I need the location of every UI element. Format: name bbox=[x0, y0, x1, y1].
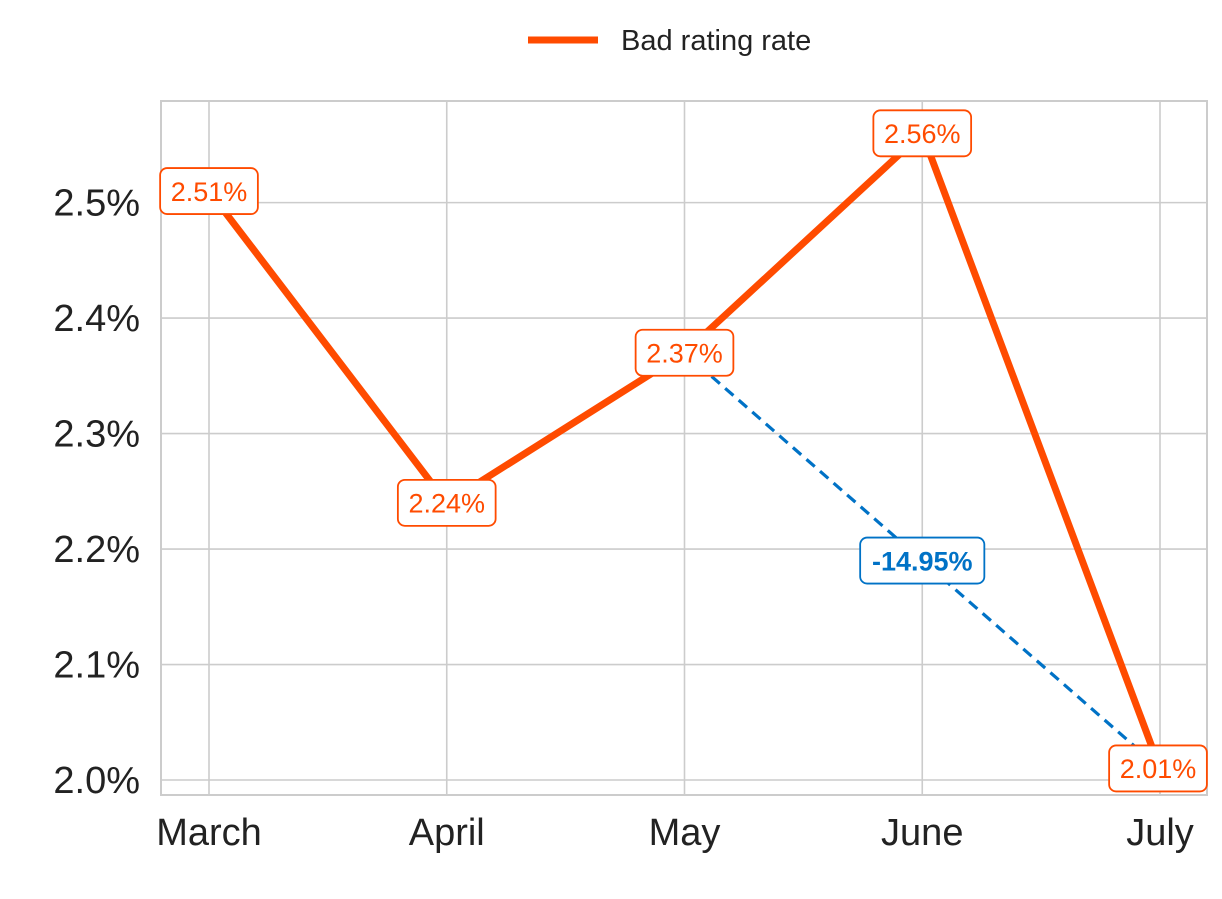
y-tick-label: 2.5% bbox=[53, 183, 140, 225]
x-tick-label: March bbox=[156, 812, 262, 854]
data-label-box bbox=[396, 478, 497, 527]
data-label-box bbox=[634, 328, 735, 377]
x-tick-label: April bbox=[409, 812, 485, 854]
data-label: 2.56% bbox=[872, 109, 973, 158]
data-label-text: 2.51% bbox=[171, 177, 248, 207]
data-label-text: 2.01% bbox=[1120, 754, 1197, 784]
data-label-box bbox=[1108, 744, 1208, 793]
legend: Bad rating rate bbox=[528, 25, 811, 57]
data-label: 2.51% bbox=[159, 167, 259, 215]
data-label-layer: 2.51% 2.24% 2.37% 2.56% 2.01% -14.95% bbox=[159, 109, 1208, 793]
axis-labels: March April May June July 2.0% 2.1% 2.2% 2.3% 2.4… bbox=[53, 183, 1193, 854]
y-tick-label: 2.1% bbox=[53, 645, 140, 687]
grid-layer bbox=[161, 101, 1207, 795]
data-label-text: 2.37% bbox=[646, 338, 723, 368]
data-label-text: 2.24% bbox=[408, 489, 485, 519]
data-label-box bbox=[872, 109, 973, 158]
y-tick-label: 2.3% bbox=[53, 414, 140, 456]
x-tick-label: May bbox=[649, 812, 721, 854]
y-tick-label: 2.0% bbox=[53, 760, 140, 802]
plot-border bbox=[160, 100, 1208, 796]
data-label: 2.37% bbox=[634, 328, 735, 377]
data-label-box bbox=[159, 167, 259, 215]
y-tick-label: 2.2% bbox=[53, 529, 140, 571]
data-label-text: 2.56% bbox=[884, 119, 961, 149]
change-label-text: -14.95% bbox=[872, 546, 973, 576]
data-label: 2.01% bbox=[1108, 744, 1208, 793]
change-label: -14.95% bbox=[859, 536, 986, 585]
x-tick-label: June bbox=[881, 812, 963, 854]
plot-frame bbox=[160, 100, 1208, 796]
legend-label: Bad rating rate bbox=[621, 25, 811, 57]
change-label-box bbox=[859, 536, 986, 585]
y-tick-label: 2.4% bbox=[53, 298, 140, 340]
x-tick-label: July bbox=[1126, 812, 1194, 854]
data-label: 2.24% bbox=[396, 478, 497, 527]
